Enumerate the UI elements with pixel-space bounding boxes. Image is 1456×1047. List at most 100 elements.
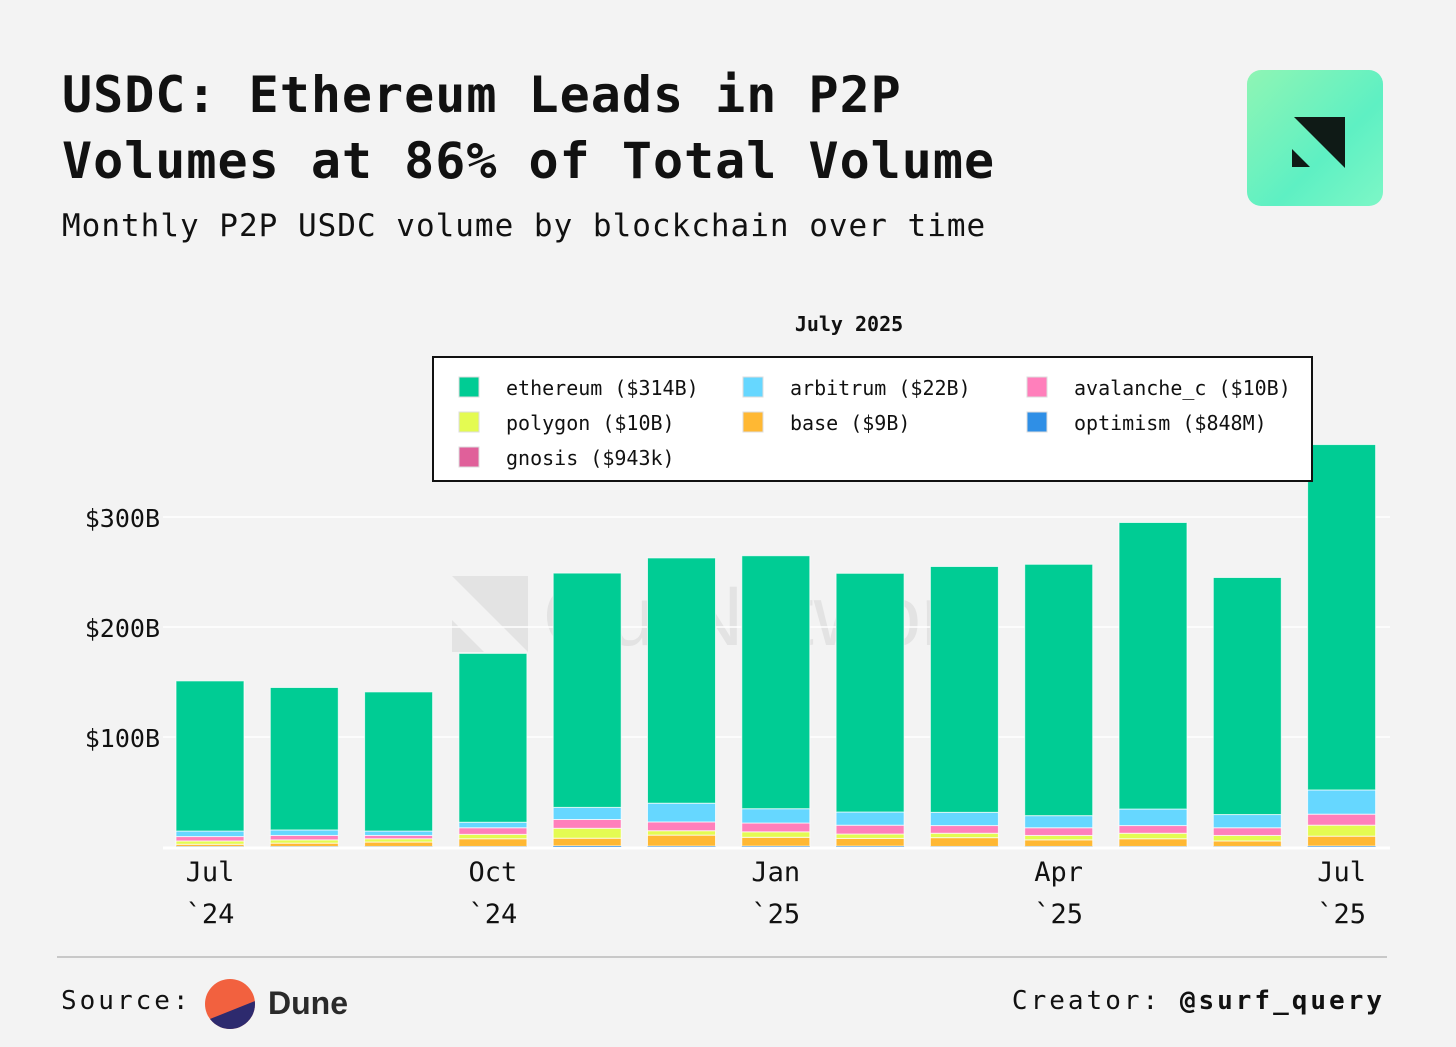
bar-segment-base <box>1024 839 1094 847</box>
legend-swatch-gnosis <box>458 446 480 468</box>
bar-segment-arbitrum <box>835 811 905 826</box>
bar-segment-base <box>1307 835 1377 847</box>
bar-segment-polygon <box>1212 834 1282 842</box>
x-tick-label: Jul <box>186 857 235 888</box>
bar-segment-polygon <box>458 833 528 840</box>
bar-segment-base <box>647 834 716 847</box>
bar-segment-avalanche_c <box>1024 827 1094 836</box>
ournetwork-logo <box>1247 70 1383 206</box>
bar-segment-arbitrum <box>175 830 245 838</box>
bar-segment-base <box>929 837 999 847</box>
legend-box <box>432 356 1313 482</box>
x-tick-year: `24 <box>186 899 235 930</box>
bar-segment-avalanche_c <box>1212 827 1282 836</box>
y-tick-label: $300B <box>85 504 160 533</box>
bar-segment-arbitrum <box>1307 789 1377 815</box>
bar-segment-base <box>458 838 528 847</box>
bar-segment-avalanche_c <box>269 834 339 841</box>
bar-segment-ethereum <box>1118 521 1188 810</box>
bar-segment-polygon <box>552 827 622 839</box>
bar-segment-base <box>835 837 905 847</box>
bar-segment-ethereum <box>1212 576 1282 816</box>
bar-segment-ethereum <box>269 686 339 831</box>
bar-segment-arbitrum <box>929 811 999 827</box>
creator-label: Creator: <box>1011 986 1162 1016</box>
legend-item-ethereum: ethereum ($314B) <box>506 376 699 400</box>
bar-segment-base <box>1118 838 1188 847</box>
x-tick-label: Apr <box>1034 857 1083 888</box>
bar-segment-ethereum <box>364 691 434 832</box>
bar-segment-polygon <box>1118 832 1188 840</box>
bar-segment-avalanche_c <box>1118 825 1188 834</box>
bar-segment-polygon <box>835 833 905 839</box>
x-tick-year: `25 <box>751 899 800 930</box>
bar-segment-arbitrum <box>458 821 528 829</box>
bar-segment-arbitrum <box>647 802 716 823</box>
x-tick-year: `24 <box>469 899 518 930</box>
x-tick-year: `25 <box>1317 899 1366 930</box>
bar-segment-polygon <box>1024 834 1094 841</box>
bar-segment-arbitrum <box>552 806 622 821</box>
legend-item-base: base ($9B) <box>790 411 910 435</box>
bar-segment-avalanche_c <box>458 827 528 835</box>
bar-segment-arbitrum <box>1024 815 1094 829</box>
creator-credit: Creator: @surf_query <box>1012 986 1385 1016</box>
bar-segment-polygon <box>1307 824 1377 837</box>
bar-segment-ethereum <box>835 572 905 813</box>
bar-segment-arbitrum <box>364 830 434 836</box>
source-name: Dune <box>268 985 348 1021</box>
legend-item-avalanche_c: avalanche_c ($10B) <box>1074 376 1291 400</box>
bar-segment-arbitrum <box>1212 814 1282 829</box>
bar-segment-ethereum <box>1024 563 1094 817</box>
bar-segment-ethereum <box>552 572 622 808</box>
legend-item-polygon: polygon ($10B) <box>506 411 675 435</box>
x-tick-year: `25 <box>1034 899 1083 930</box>
bar-segment-ethereum <box>647 557 716 804</box>
bar-segment-polygon <box>929 832 999 839</box>
bar-segment-base <box>364 841 434 847</box>
logo-mark-icon <box>1292 117 1345 168</box>
page-title: USDC: Ethereum Leads in P2P Volumes at 8… <box>62 66 996 190</box>
bar-segment-optimism <box>553 845 622 847</box>
creator-handle: @surf_query <box>1179 986 1385 1016</box>
legend-item-gnosis: gnosis ($943k) <box>506 446 675 470</box>
legend-swatch-optimism <box>1026 411 1048 433</box>
bar-segment-ethereum <box>175 680 245 832</box>
bar-segment-avalanche_c <box>647 821 716 832</box>
bar-segment-arbitrum <box>741 808 811 824</box>
bar-segment-avalanche_c <box>175 836 245 842</box>
y-tick-label: $100B <box>85 724 160 753</box>
bar-segment-ethereum <box>741 555 811 810</box>
y-tick-label: $200B <box>85 614 160 643</box>
legend-swatch-polygon <box>458 411 480 433</box>
legend-item-optimism: optimism ($848M) <box>1074 411 1267 435</box>
bar-segment-ethereum <box>458 652 528 823</box>
bar-segment-avalanche_c <box>552 819 622 829</box>
bar-segment-polygon <box>647 830 716 836</box>
source-label: Source: <box>61 986 192 1016</box>
x-tick-label: Oct <box>469 857 518 888</box>
bar-segment-avalanche_c <box>929 825 999 834</box>
x-tick-label: Jul <box>1317 857 1366 888</box>
x-tick-label: Jan <box>751 857 800 888</box>
footer-divider <box>57 956 1387 958</box>
legend-swatch-ethereum <box>458 376 480 398</box>
watermark-icon <box>452 576 528 652</box>
bar-segment-avalanche_c <box>741 822 811 833</box>
dune-logo-icon <box>205 979 255 1029</box>
bar-segment-base <box>552 837 622 847</box>
bar-segment-base <box>1212 840 1282 847</box>
bar-segment-base <box>741 836 811 847</box>
bar-segment-avalanche_c <box>1307 813 1377 826</box>
legend-swatch-base <box>742 411 764 433</box>
bar-segment-arbitrum <box>269 829 339 836</box>
legend-swatch-avalanche_c <box>1026 376 1048 398</box>
page-subtitle: Monthly P2P USDC volume by blockchain ov… <box>62 208 987 244</box>
legend-item-arbitrum: arbitrum ($22B) <box>790 376 971 400</box>
bar-segment-arbitrum <box>1118 808 1188 827</box>
legend-title: July 2025 <box>795 312 903 336</box>
bar-segment-avalanche_c <box>835 824 905 835</box>
bar-segment-ethereum <box>1307 444 1377 791</box>
legend-swatch-arbitrum <box>742 376 764 398</box>
stacked-bar-chart: OurNetwork$100B$200B$300BJul`24Oct`24Jan… <box>85 312 1390 930</box>
